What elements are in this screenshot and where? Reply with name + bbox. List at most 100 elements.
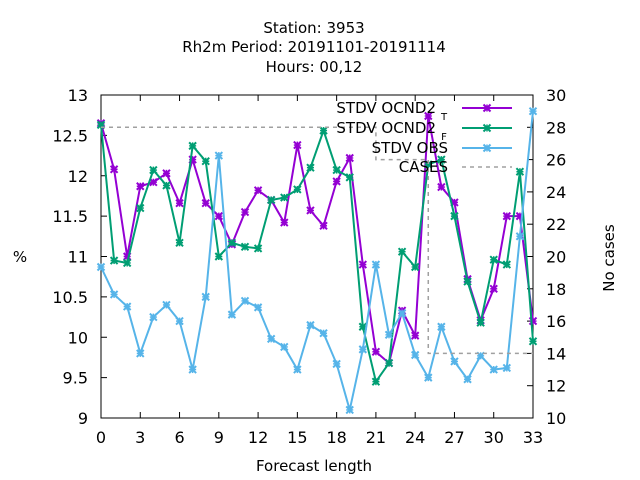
data-point: [319, 329, 328, 338]
data-point: [384, 358, 394, 368]
y-tick-label: 11.5: [52, 207, 88, 226]
data-point: [489, 255, 498, 264]
data-point: [371, 260, 381, 269]
data-point: [476, 318, 485, 327]
data-point: [266, 195, 276, 205]
legend-subscript: T: [440, 112, 448, 123]
data-point: [424, 373, 433, 382]
x-tick-label: 0: [96, 428, 106, 447]
data-point: [437, 322, 446, 331]
y2-tick-label: 14: [546, 344, 566, 363]
data-point: [188, 365, 197, 374]
data-point: [437, 155, 446, 164]
legend-label: CASES: [399, 158, 448, 176]
data-point: [345, 173, 354, 182]
data-point: [149, 165, 158, 175]
data-point: [397, 308, 407, 318]
data-point: [240, 207, 250, 217]
data-point: [162, 181, 171, 190]
y2-tick-label: 22: [546, 215, 566, 234]
data-point: [332, 177, 341, 186]
data-point: [175, 238, 184, 247]
data-point: [528, 337, 538, 346]
data-point: [214, 252, 224, 261]
data-point: [175, 198, 184, 208]
data-point: [410, 350, 420, 360]
data-point: [489, 284, 498, 294]
data-point: [293, 140, 302, 150]
y2-axis-label: No cases: [600, 224, 618, 292]
axis-ticks: 0 3 6 9 12 15 18 21 24 27 30 33 9 9.5 10 10.5 11 11.5 12 12…: [52, 86, 566, 447]
legend-item: STDV OBS: [372, 139, 512, 157]
y-axis-label: %: [13, 248, 27, 266]
x-axis-label: Forecast length: [256, 457, 372, 475]
x-tick-label: 15: [287, 428, 307, 447]
data-point: [410, 262, 420, 272]
data-point: [266, 334, 276, 344]
data-point: [345, 405, 354, 415]
data-point: [293, 365, 302, 374]
legend-item: STDV OCND2 F: [336, 119, 512, 143]
x-tick-label: 9: [214, 428, 224, 447]
series-line: [100, 115, 534, 365]
data-point: [201, 198, 210, 208]
data-point: [515, 232, 525, 241]
data-point: [201, 292, 210, 302]
y-tick-label: 10.5: [52, 288, 88, 307]
y-tick-label: 12: [68, 167, 88, 186]
data-point: [201, 157, 210, 166]
data-point: [332, 165, 341, 175]
title-line-station: Station: 3953: [263, 19, 364, 37]
data-point: [515, 167, 525, 176]
data-point: [109, 256, 119, 265]
data-point: [450, 211, 459, 221]
data-point: [489, 365, 498, 374]
series-line: [100, 124, 534, 385]
y2-tick-label: 12: [546, 377, 566, 396]
data-point: [149, 312, 158, 322]
data-point: [227, 238, 237, 247]
legend-marker: [482, 143, 492, 153]
data-point: [175, 316, 184, 326]
data-point: [253, 186, 263, 195]
x-tick-label: 27: [444, 428, 464, 447]
data-point: [162, 300, 171, 310]
y-tick-label: 9: [78, 409, 88, 428]
title-line-period: Rh2m Period: 20191101-20191114: [182, 38, 446, 56]
y2-tick-label: 16: [546, 312, 566, 331]
plot-frame: [100, 94, 534, 419]
y-tick-label: 10: [68, 328, 88, 347]
data-point: [384, 330, 394, 340]
y2-tick-label: 18: [546, 280, 566, 299]
series-stdv-obs: [96, 106, 538, 415]
data-point: [240, 242, 250, 252]
data-point: [136, 182, 145, 191]
cases-line: [101, 126, 533, 355]
legend-marker: [482, 123, 492, 133]
data-point: [122, 302, 132, 311]
series-layer: [96, 106, 538, 415]
data-point: [162, 169, 171, 178]
data-point: [450, 357, 459, 366]
series-cases: [101, 126, 533, 355]
data-point: [358, 345, 368, 354]
chart-title: Station: 3953 Rh2m Period: 20191101-2019…: [182, 19, 446, 76]
x-tick-label: 6: [174, 428, 184, 447]
x-tick-label: 3: [135, 428, 145, 447]
y-tick-label: 9.5: [63, 369, 88, 388]
legend-subscript: F: [441, 132, 447, 143]
data-point: [96, 262, 106, 272]
data-point: [463, 277, 472, 286]
data-point: [502, 211, 512, 221]
data-point: [109, 165, 119, 174]
data-point: [437, 182, 446, 192]
data-point: [332, 359, 341, 369]
data-point: [528, 106, 538, 116]
data-point: [136, 349, 145, 358]
y2-tick-label: 10: [546, 409, 566, 428]
data-point: [253, 303, 263, 312]
data-point: [397, 247, 407, 256]
y-tick-label: 13: [68, 86, 88, 105]
data-point: [463, 375, 472, 384]
